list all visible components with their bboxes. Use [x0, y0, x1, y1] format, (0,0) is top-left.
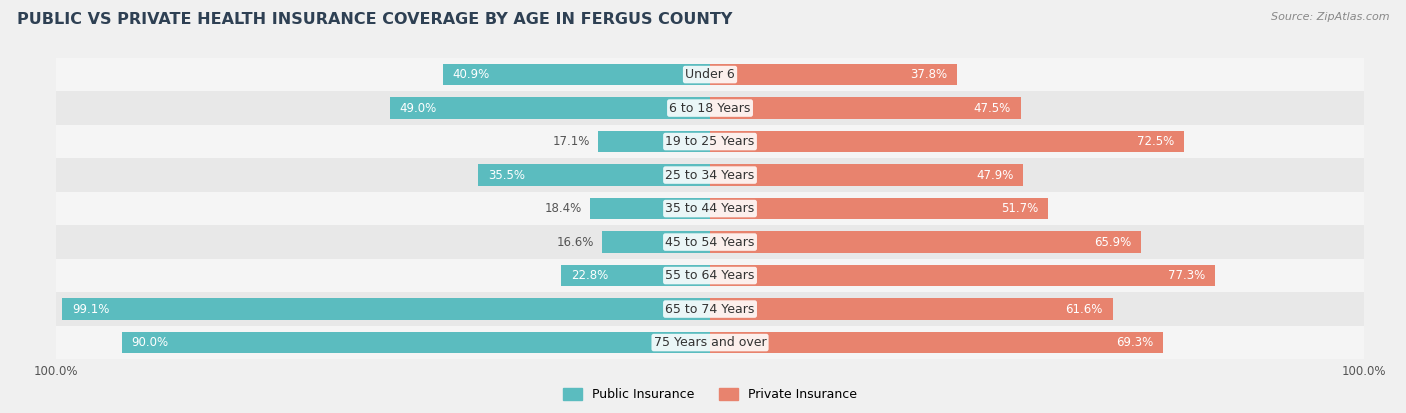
Bar — [710, 198, 1047, 219]
Text: 69.3%: 69.3% — [1116, 336, 1153, 349]
Text: 35 to 44 Years: 35 to 44 Years — [665, 202, 755, 215]
Bar — [710, 97, 1021, 119]
Bar — [589, 198, 710, 219]
Text: 45 to 54 Years: 45 to 54 Years — [665, 235, 755, 249]
Text: 16.6%: 16.6% — [557, 235, 593, 249]
Bar — [478, 164, 710, 186]
Bar — [56, 326, 1364, 359]
Text: 75 Years and over: 75 Years and over — [654, 336, 766, 349]
Bar — [710, 164, 1024, 186]
Bar — [56, 192, 1364, 225]
Bar — [56, 292, 1364, 326]
Text: 40.9%: 40.9% — [453, 68, 489, 81]
Bar — [122, 332, 710, 354]
Text: 6 to 18 Years: 6 to 18 Years — [669, 102, 751, 114]
Text: 72.5%: 72.5% — [1137, 135, 1174, 148]
Bar — [710, 64, 957, 85]
Bar — [56, 225, 1364, 259]
Text: 90.0%: 90.0% — [131, 336, 169, 349]
Text: 37.8%: 37.8% — [910, 68, 948, 81]
Bar — [710, 231, 1140, 253]
Bar — [56, 259, 1364, 292]
Bar — [710, 298, 1112, 320]
Text: Under 6: Under 6 — [685, 68, 735, 81]
Bar — [561, 265, 710, 287]
Legend: Public Insurance, Private Insurance: Public Insurance, Private Insurance — [562, 388, 858, 401]
Text: 22.8%: 22.8% — [571, 269, 607, 282]
Text: 47.5%: 47.5% — [973, 102, 1011, 114]
Text: 51.7%: 51.7% — [1001, 202, 1038, 215]
Text: 77.3%: 77.3% — [1168, 269, 1205, 282]
Text: 99.1%: 99.1% — [72, 303, 110, 316]
Text: 49.0%: 49.0% — [399, 102, 437, 114]
Bar — [56, 158, 1364, 192]
Text: 65.9%: 65.9% — [1094, 235, 1130, 249]
Bar — [443, 64, 710, 85]
Bar — [389, 97, 710, 119]
Text: 55 to 64 Years: 55 to 64 Years — [665, 269, 755, 282]
Text: PUBLIC VS PRIVATE HEALTH INSURANCE COVERAGE BY AGE IN FERGUS COUNTY: PUBLIC VS PRIVATE HEALTH INSURANCE COVER… — [17, 12, 733, 27]
Bar — [710, 332, 1163, 354]
Text: 35.5%: 35.5% — [488, 169, 524, 182]
Text: 47.9%: 47.9% — [976, 169, 1014, 182]
Text: 17.1%: 17.1% — [553, 135, 591, 148]
Bar — [56, 91, 1364, 125]
Text: 25 to 34 Years: 25 to 34 Years — [665, 169, 755, 182]
Bar — [598, 131, 710, 152]
Bar — [62, 298, 710, 320]
Text: Source: ZipAtlas.com: Source: ZipAtlas.com — [1271, 12, 1389, 22]
Text: 18.4%: 18.4% — [544, 202, 582, 215]
Text: 61.6%: 61.6% — [1066, 303, 1102, 316]
Text: 65 to 74 Years: 65 to 74 Years — [665, 303, 755, 316]
Bar — [710, 131, 1184, 152]
Bar — [602, 231, 710, 253]
Bar — [56, 125, 1364, 158]
Bar — [710, 265, 1215, 287]
Bar — [56, 58, 1364, 91]
Text: 19 to 25 Years: 19 to 25 Years — [665, 135, 755, 148]
